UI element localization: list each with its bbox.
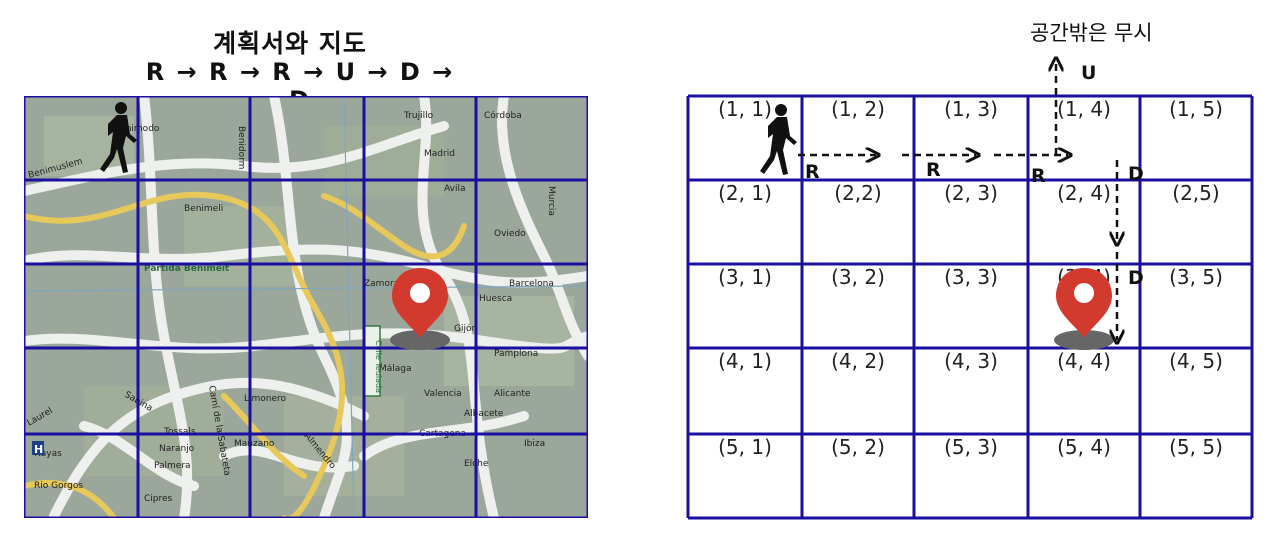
map-label: Manzano xyxy=(234,439,275,449)
move-label: R xyxy=(1031,165,1046,187)
map-label: Albacete xyxy=(464,409,504,419)
grid-cell-label: (1, 1) xyxy=(718,97,772,121)
move-label: R xyxy=(805,161,820,183)
grid-cell-label: (5, 2) xyxy=(831,435,885,459)
map-label: Benidorm xyxy=(236,126,246,169)
grid-cell-label: (4, 5) xyxy=(1169,349,1223,373)
grid-cell-label: (2,5) xyxy=(1172,181,1219,205)
map-label: Hayas xyxy=(34,449,62,459)
grid-cell-label: (3, 2) xyxy=(831,265,885,289)
grid-cell-label: (3, 3) xyxy=(944,265,998,289)
grid-cell-label: (1, 3) xyxy=(944,97,998,121)
hospital-icon xyxy=(32,441,44,455)
grid-cell-label: (2, 1) xyxy=(718,181,772,205)
map-label: Ibiza xyxy=(524,439,545,449)
grid-cell-label: (1, 4) xyxy=(1057,97,1111,121)
grid-cell-label: (4, 1) xyxy=(718,349,772,373)
grid-cell-label: (4, 4) xyxy=(1057,349,1111,373)
grid-cell-label: (3, 5) xyxy=(1169,265,1223,289)
map-label: Naranjo xyxy=(159,444,195,454)
location-pin-icon xyxy=(1054,268,1114,350)
grid-cell-label: (5, 5) xyxy=(1169,435,1223,459)
map-label: Gijón xyxy=(454,323,477,334)
grid-cell-label: (1, 5) xyxy=(1169,97,1223,121)
move-label: U xyxy=(1081,62,1096,84)
map-label: Alicante xyxy=(494,389,531,399)
grid-cell-label: (2,2) xyxy=(834,181,881,205)
map-label: Partida Benimeit xyxy=(144,264,230,274)
grid-cell-label: (2, 4) xyxy=(1057,181,1111,205)
map-label: Córdoba xyxy=(484,110,522,121)
map-label: Cipres xyxy=(144,494,173,504)
map-label: Oviedo xyxy=(494,229,526,239)
map-title: 계획서와 지도 xyxy=(213,29,367,58)
map-label: Zamora xyxy=(364,279,399,289)
move-label: D xyxy=(1128,163,1144,185)
walking-person-icon xyxy=(100,102,137,173)
map-label: Palmera xyxy=(154,461,191,471)
map-label: Rio Gorgos xyxy=(34,481,83,491)
grid-cell-label: (3, 1) xyxy=(718,265,772,289)
map-label: Benimeli xyxy=(184,204,223,214)
map-label: Valencia xyxy=(424,389,462,399)
map-label: Murcia xyxy=(546,186,556,216)
grid-cell-label: (2, 3) xyxy=(944,181,998,205)
grid-cell-label: (5, 1) xyxy=(718,435,772,459)
walking-person-icon xyxy=(760,104,797,175)
grid-cell-label: (1, 2) xyxy=(831,97,885,121)
out-of-bounds-note: 공간밖은 무시 xyxy=(1030,21,1153,45)
map-label: Trujillo xyxy=(403,111,434,121)
map-label: Calle Teulada xyxy=(374,340,383,393)
move-label: R xyxy=(926,159,941,181)
map-background: Benimodo Benimuslem Benidorm Benimeli Pa… xyxy=(24,96,588,518)
map-label: Huesca xyxy=(479,294,512,304)
grid-cell-label: (5, 3) xyxy=(944,435,998,459)
map-label: Málaga xyxy=(379,364,412,374)
grid-cell-label: (5, 4) xyxy=(1057,435,1111,459)
location-pin-icon xyxy=(390,268,450,350)
map-label: Tossals xyxy=(163,427,196,437)
path-arrows xyxy=(798,61,1117,340)
grid-cell-label: (4, 2) xyxy=(831,349,885,373)
map-label: Avila xyxy=(444,184,465,194)
map-grid-lines xyxy=(24,96,588,518)
grid-lines xyxy=(686,94,1254,520)
move-label: D xyxy=(1128,267,1144,289)
move-labels: R R R U D D xyxy=(805,62,1144,289)
map-label: Barcelona xyxy=(509,279,554,289)
street-map-grid: Benimodo Benimuslem Benidorm Benimeli Pa… xyxy=(24,96,588,518)
map-label: Limonero xyxy=(244,394,287,404)
map-label: Pamplona xyxy=(494,349,538,359)
grid-cell-label: (4, 3) xyxy=(944,349,998,373)
svg-text:H: H xyxy=(34,443,43,456)
map-label: Madrid xyxy=(424,149,455,159)
coordinate-grid: (1, 1) (1, 2) (1, 3) (1, 4) (1, 5) (2, 1) (2,2… xyxy=(686,94,1254,520)
